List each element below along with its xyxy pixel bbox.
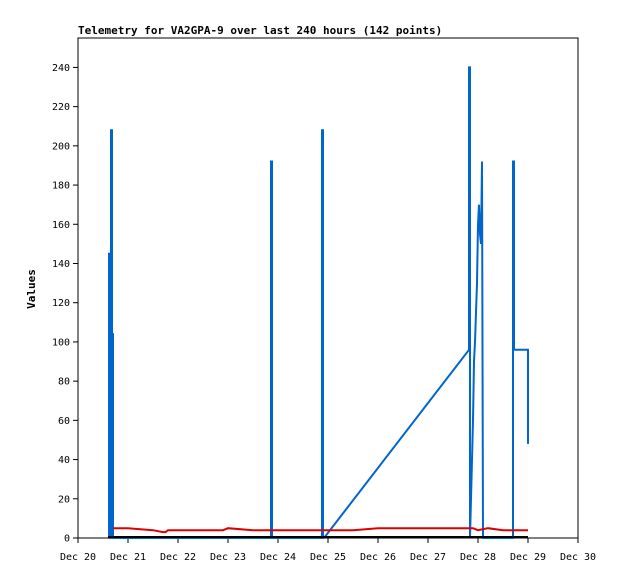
y-tick-label: 120 — [52, 298, 70, 309]
plot-area — [77, 37, 579, 539]
y-tick-label: 80 — [58, 377, 70, 388]
y-tick-label: 240 — [52, 63, 70, 74]
y-tick-label: 40 — [58, 455, 70, 466]
x-tick-label: Dec 26 — [360, 552, 396, 563]
x-tick-label: Dec 30 — [560, 552, 596, 563]
x-axis-ticks: Dec 20 Dec 21 Dec 22 Dec 23 Dec 24 Dec 25 Dec … — [60, 538, 596, 563]
series-line-2 — [113, 527, 528, 534]
y-tick-label: 60 — [58, 416, 70, 427]
y-tick-label: 20 — [58, 494, 70, 505]
x-tick-label: Dec 20 — [60, 552, 96, 563]
y-tick-label: 0 — [64, 534, 70, 545]
y-tick-label: 220 — [52, 102, 70, 113]
y-tick-label: 100 — [52, 337, 70, 348]
y-tick-label: 140 — [52, 259, 70, 270]
x-tick-label: Dec 25 — [310, 552, 346, 563]
y-tick-label: 160 — [52, 220, 70, 231]
y-tick-label: 200 — [52, 141, 70, 152]
x-tick-label: Dec 24 — [260, 552, 296, 563]
x-tick-label: Dec 23 — [210, 552, 246, 563]
y-axis-label: Values — [25, 269, 38, 309]
x-tick-label: Dec 28 — [460, 552, 496, 563]
x-tick-label: Dec 22 — [160, 552, 196, 563]
y-axis-ticks: 0 20 40 60 80 100 120 140 160 180 200 220 240 — [52, 63, 78, 545]
chart-title: Telemetry for VA2GPA-9 over last 240 hou… — [78, 24, 442, 37]
x-tick-label: Dec 27 — [410, 552, 446, 563]
y-tick-label: 180 — [52, 181, 70, 192]
series-group — [108, 66, 529, 539]
x-tick-label: Dec 21 — [110, 552, 146, 563]
x-tick-label: Dec 29 — [510, 552, 546, 563]
